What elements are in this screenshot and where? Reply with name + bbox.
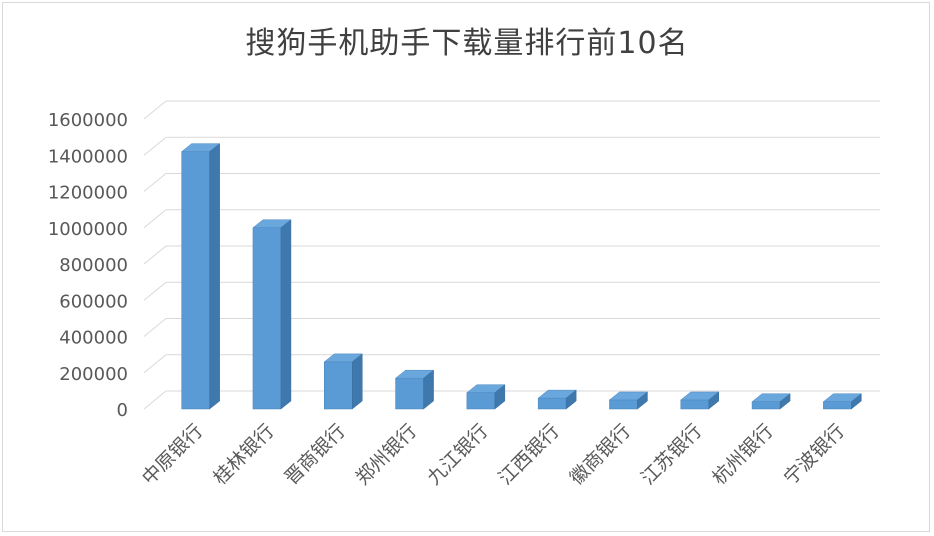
x-category-label: 桂林银行 [209, 420, 278, 489]
grid-line [143, 245, 880, 265]
x-category-label: 宁波银行 [780, 420, 849, 489]
bar [822, 393, 863, 410]
bar [466, 384, 506, 410]
grid-lines [143, 100, 880, 410]
grid-line [143, 100, 880, 120]
y-tick-label: 1400000 [48, 146, 128, 167]
x-category-label: 江苏银行 [637, 420, 706, 489]
y-tick-label: 400000 [59, 328, 128, 349]
grid-line [143, 136, 880, 156]
x-category-label: 郑州银行 [352, 420, 421, 489]
x-category-label: 中原银行 [138, 420, 207, 489]
y-tick-label: 0 [117, 400, 128, 421]
bar [394, 369, 435, 410]
y-axis-ticks: 0 200000 400000 600000 800000 1000000 1200000 1… [48, 110, 128, 421]
y-tick-label: 200000 [59, 364, 128, 385]
y-tick-label: 1600000 [48, 110, 128, 131]
grid-line [143, 281, 880, 301]
bar [608, 391, 649, 410]
bar [180, 143, 221, 410]
x-category-label: 徽商银行 [566, 420, 635, 489]
y-tick-label: 1000000 [48, 219, 128, 240]
bar [751, 393, 791, 410]
y-tick-label: 600000 [59, 291, 128, 312]
bar [323, 353, 363, 410]
y-tick-label: 1200000 [48, 183, 128, 204]
bar [537, 389, 577, 410]
grid-line [143, 390, 880, 410]
chart-title: 搜狗手机助手下载量排行前10名 [245, 26, 689, 61]
grid-line [143, 173, 880, 192]
bar [680, 391, 720, 410]
bars [180, 143, 863, 410]
bar [252, 219, 292, 410]
grid-line [143, 209, 880, 229]
grid-line [143, 354, 880, 374]
grid-line [143, 318, 880, 337]
x-category-label: 江西银行 [494, 420, 563, 489]
x-category-label: 晋商银行 [280, 420, 349, 489]
x-category-label: 九江银行 [423, 420, 492, 489]
x-category-label: 杭州银行 [708, 420, 777, 489]
y-tick-label: 800000 [59, 255, 128, 276]
x-axis-labels: 中原银行 桂林银行 晋商银行 郑州银行 九江银行 江西银行 徽商银行 江苏银行 杭州银行 宁波银行 [138, 420, 849, 489]
